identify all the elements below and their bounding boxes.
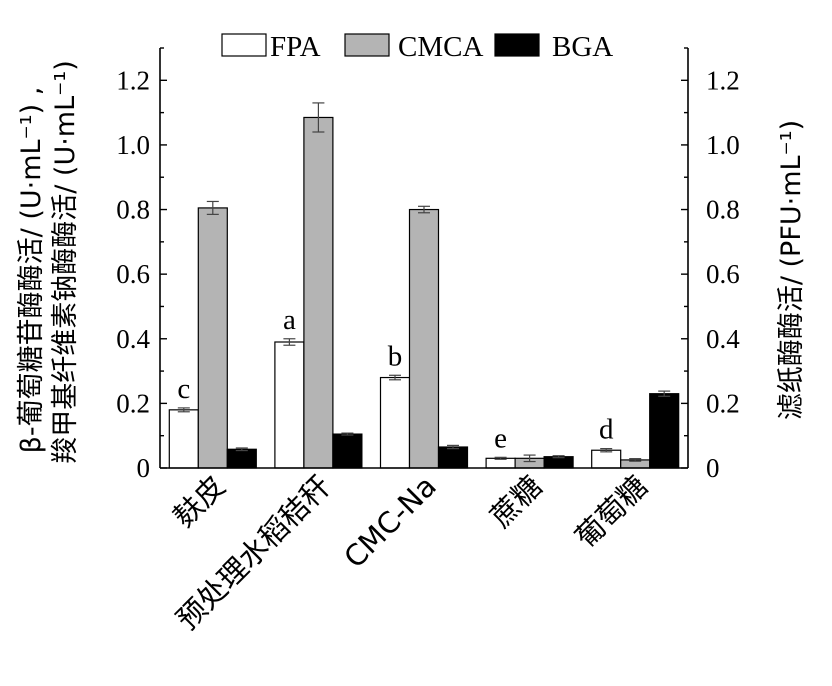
axes-layer <box>159 47 689 469</box>
legend-swatch-cmca <box>344 33 390 57</box>
y-tick-label-left: 1.2 <box>116 65 150 95</box>
legend-swatch-bga <box>494 33 540 57</box>
significance-letter: d <box>599 414 614 446</box>
y-tick-label-right: 0.6 <box>706 259 740 289</box>
legend-swatch-fpa <box>221 33 267 57</box>
bar-bga-4 <box>649 393 680 469</box>
bars-layer <box>168 102 680 469</box>
y-tick-label-left: 0.2 <box>116 388 150 418</box>
significance-letter: a <box>283 304 296 336</box>
legend-label-fpa: FPA <box>270 31 321 63</box>
bar-bga-2 <box>437 446 469 469</box>
bar-bga-3 <box>543 456 574 469</box>
y-tick-label-right: 0.2 <box>706 388 740 418</box>
y-tick-label-right: 0 <box>706 453 720 483</box>
x-tick-label: 麸皮 <box>167 469 232 534</box>
y2-axis-title: 滤纸酶酶活/ (PFU·mL⁻¹) <box>776 120 807 420</box>
bar-cmca-1 <box>303 116 334 469</box>
bar-bga-0 <box>226 448 257 469</box>
y-tick-label-right: 1.2 <box>706 65 740 95</box>
legend-label-cmca: CMCA <box>398 31 483 63</box>
bar-cmca-0 <box>197 207 228 469</box>
bar-fpa-4 <box>591 449 622 469</box>
y-axis-title-line2: 羧甲基纤维素钠酶酶活/ (U·mL⁻¹) <box>50 60 81 464</box>
legend-label-bga: BGA <box>552 31 613 63</box>
y-tick-label-left: 0.6 <box>116 259 150 289</box>
y-tick-label-left: 1.0 <box>116 130 150 160</box>
bar-cmca-2 <box>408 208 440 469</box>
legend: FPA CMCA BGA <box>221 31 613 63</box>
x-tick-label: 蔗糖 <box>483 469 548 534</box>
bar-bga-1 <box>332 433 363 469</box>
y-tick-label-left: 0.4 <box>116 324 150 354</box>
y-tick-label-right: 1.0 <box>706 130 740 160</box>
y-tick-label-left: 0 <box>137 453 151 483</box>
y-tick-label-right: 0.8 <box>706 195 740 225</box>
x-tick-label: 葡萄糖 <box>569 469 655 555</box>
x-tick-label: CMC-Na <box>337 469 443 575</box>
bar-fpa-1 <box>274 341 305 469</box>
significance-letter: c <box>177 373 190 405</box>
y-tick-label-right: 0.4 <box>706 324 740 354</box>
bar-fpa-2 <box>379 376 411 469</box>
y-tick-label-left: 0.8 <box>116 195 150 225</box>
bar-fpa-0 <box>168 409 199 469</box>
significance-letter: e <box>494 422 507 454</box>
y-axis-title-line1: β-葡萄糖苷酶酶活/ (U·mL⁻¹) , <box>16 87 47 454</box>
significance-letter: b <box>388 340 403 372</box>
